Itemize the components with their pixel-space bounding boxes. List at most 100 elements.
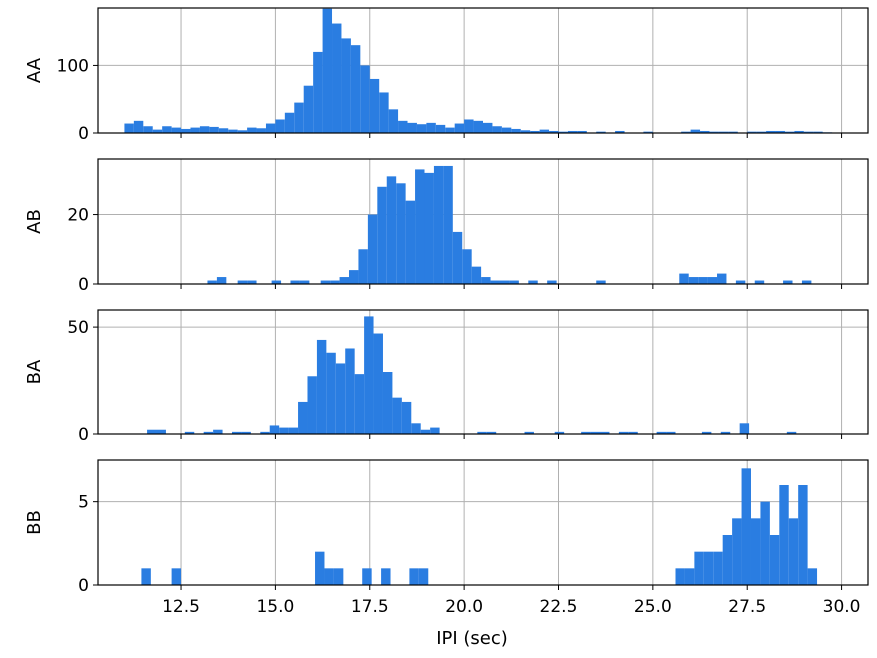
histogram-bar — [471, 266, 482, 284]
y-axis-label: BA — [24, 359, 45, 384]
histogram-bar — [341, 38, 351, 133]
histogram-bar — [335, 363, 346, 434]
histogram-bar — [722, 535, 733, 585]
histogram-bar — [803, 131, 814, 133]
histogram-bar — [294, 102, 304, 133]
histogram-bar — [171, 127, 182, 133]
histogram-bar — [237, 280, 248, 284]
histogram-bar — [411, 423, 421, 434]
histogram-bar — [481, 277, 491, 284]
histogram-bar — [520, 130, 531, 133]
histogram-bar — [364, 316, 374, 434]
histogram-bar — [775, 130, 785, 133]
histogram-bar — [477, 431, 487, 434]
histogram-bar — [701, 431, 712, 434]
histogram-bar — [558, 131, 568, 133]
histogram-bar — [418, 568, 429, 585]
panel-frame — [97, 309, 869, 435]
histogram-bar — [350, 45, 361, 133]
histogram-bar — [349, 270, 359, 284]
histogram-bar — [530, 130, 540, 133]
histogram-bar — [333, 568, 344, 585]
histogram-bar — [666, 431, 676, 434]
histogram-bar — [269, 425, 280, 434]
histogram-bar — [143, 126, 153, 133]
histogram-bar — [596, 280, 606, 284]
histogram-bar — [794, 130, 804, 133]
histogram-bar — [231, 431, 242, 434]
y-tick-label: 0 — [78, 124, 89, 144]
histogram-bar — [779, 485, 789, 585]
x-tick-label: 27.5 — [728, 597, 766, 617]
histogram-bar — [382, 372, 393, 434]
panel-ba: 0 50 BA — [24, 309, 869, 445]
histogram-bar — [486, 431, 497, 434]
histogram-bar — [694, 551, 704, 585]
histogram-bar — [509, 280, 519, 284]
histogram-bar — [766, 130, 776, 133]
histogram-bar — [643, 131, 653, 133]
histogram-bar — [316, 339, 327, 434]
histogram-bar — [581, 431, 591, 434]
histogram-bar — [398, 120, 408, 133]
histogram-bar — [698, 277, 708, 284]
histogram-bar — [756, 131, 767, 133]
histogram-bar — [462, 249, 472, 284]
y-tick-label: 20 — [67, 206, 89, 226]
histogram-bar — [184, 431, 195, 434]
histogram-bar — [345, 348, 355, 434]
histogram-bar — [547, 280, 557, 284]
histogram-bar — [728, 131, 738, 133]
histogram-bar — [499, 280, 510, 284]
histogram-bar — [420, 429, 431, 434]
histogram-bar — [684, 568, 695, 585]
histogram-bar — [152, 129, 163, 133]
histogram-bar — [313, 51, 323, 134]
y-tick-label: 5 — [78, 493, 89, 513]
y-axis-label: AA — [24, 57, 45, 83]
histogram-bar — [247, 280, 257, 284]
histogram-bar — [788, 518, 799, 585]
histogram-bar — [679, 273, 689, 284]
y-axis-label: BB — [24, 510, 45, 535]
histogram-bar — [228, 129, 238, 133]
histogram-bar — [396, 183, 406, 284]
histogram-bar — [171, 568, 182, 585]
histogram-bar — [433, 165, 444, 284]
histogram-bar — [207, 280, 217, 284]
histogram-bar — [424, 172, 434, 284]
histogram-bar — [216, 277, 227, 284]
histogram-bar — [260, 431, 270, 434]
histogram-bar — [760, 501, 770, 585]
histogram-bar — [807, 568, 818, 585]
histogram-bar — [596, 131, 606, 133]
histogram-bar — [320, 280, 331, 284]
x-tick-label: 25.0 — [634, 597, 672, 617]
y-tick-label: 0 — [78, 275, 89, 295]
histogram-bar — [354, 374, 365, 434]
histogram-bar — [600, 431, 610, 434]
histogram-bar — [369, 78, 380, 133]
histogram-bar — [430, 427, 440, 434]
histogram-bar — [501, 127, 512, 133]
y-tick-label: 100 — [57, 56, 89, 76]
x-tick-label: 20.0 — [445, 597, 483, 617]
histogram-bar — [681, 131, 691, 133]
histogram-bar — [405, 200, 416, 284]
histogram-bar — [358, 249, 368, 284]
histogram-bar — [549, 130, 559, 133]
histogram-bar — [415, 169, 425, 284]
histogram-bar — [690, 129, 701, 133]
panel-bb: 0 5 BB — [24, 459, 869, 596]
histogram-bar — [330, 280, 340, 284]
histogram-bar — [483, 122, 493, 133]
histogram-bar — [709, 131, 719, 133]
histogram-bar — [732, 518, 742, 585]
histogram-bar — [718, 131, 729, 133]
x-tick-label: 22.5 — [540, 597, 578, 617]
histogram-bar — [324, 568, 334, 585]
histogram-bar — [288, 427, 299, 434]
histogram-bar — [783, 280, 793, 284]
